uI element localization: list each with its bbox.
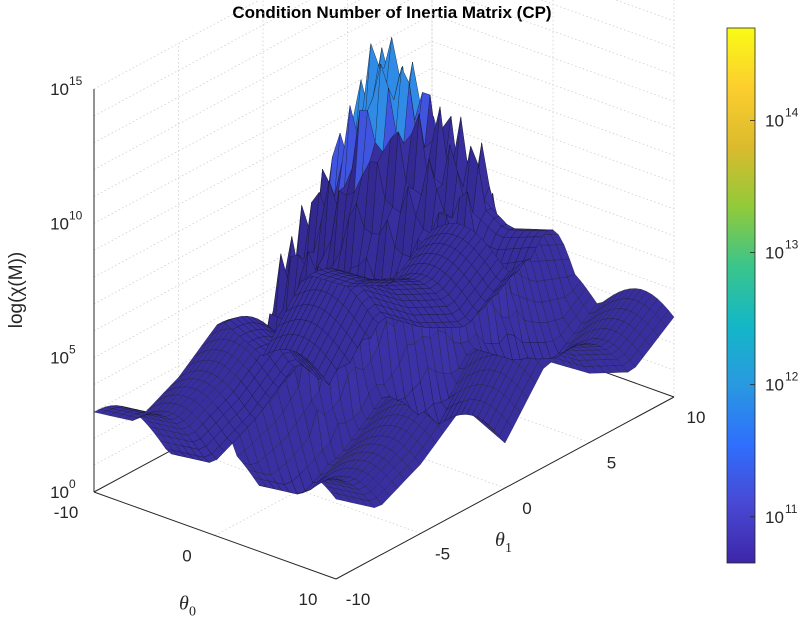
colorbar-tick-base: 10	[765, 111, 784, 130]
theta0-axis-line	[93, 491, 337, 580]
colorbar-tick-base: 10	[765, 376, 784, 395]
z-tick-label: 10 10	[50, 208, 83, 233]
grid-line-theta0	[214, 0, 554, 536]
z-tick-label: 10 0	[50, 477, 76, 502]
colorbar-tick-label: 10 14	[765, 105, 799, 130]
colorbar-tick-label: 10 12	[765, 370, 799, 395]
colorbar-tick-exponent: 13	[785, 238, 799, 252]
colorbar-tick-exponent: 11	[785, 502, 798, 516]
z-tick-exponent: 0	[69, 477, 76, 491]
colorbar-tick-label: 10 13	[765, 238, 799, 263]
z-tick-exponent: 15	[69, 74, 83, 88]
z-axis-label: log(χ(M))	[6, 252, 27, 328]
chart-title: Condition Number of Inertia Matrix (CP)	[232, 3, 551, 22]
y-tick-label: -5	[435, 545, 450, 564]
z-tick-base: 10	[50, 214, 69, 233]
grid-line-theta0	[335, 0, 675, 580]
surface-face	[424, 227, 438, 241]
z-tick-base: 10	[50, 349, 69, 368]
z-tick-exponent: 10	[69, 208, 83, 222]
colorbar-gradient	[726, 27, 756, 564]
colorbar-tick-exponent: 14	[785, 105, 799, 119]
z-tick-base: 10	[50, 483, 69, 502]
x-tick-label: 10	[299, 590, 318, 609]
surface-plot	[93, 37, 675, 508]
x-tick-label: -10	[54, 503, 79, 522]
z-tick-label: 10 15	[50, 74, 83, 99]
y-tick-label: 0	[522, 499, 531, 518]
y-axis-label-subscript: 1	[505, 541, 512, 556]
colorbar-tick-exponent: 12	[785, 370, 799, 384]
y-tick-label: 10	[687, 408, 706, 427]
x-axis-label: θ 0	[179, 593, 196, 620]
theta1-axis-line	[335, 396, 675, 580]
colorbar-tick-label: 10 11	[765, 502, 798, 527]
colorbar-tick-base: 10	[765, 244, 784, 263]
x-axis-label-subscript: 0	[189, 605, 196, 620]
z-tick-exponent: 5	[69, 343, 76, 357]
colorbar-tick-base: 10	[765, 508, 784, 527]
y-tick-label: 5	[607, 454, 616, 473]
z-tick-label: 10 5	[50, 343, 76, 368]
x-tick-label: 0	[182, 547, 191, 566]
y-axis-label: θ 1	[495, 529, 512, 556]
x-axis-label-symbol: θ	[179, 593, 189, 615]
z-tick-base: 10	[50, 80, 69, 99]
y-tick-label: -10	[346, 590, 371, 609]
grid-line-theta0	[93, 0, 433, 493]
y-axis-label-symbol: θ	[495, 529, 505, 551]
